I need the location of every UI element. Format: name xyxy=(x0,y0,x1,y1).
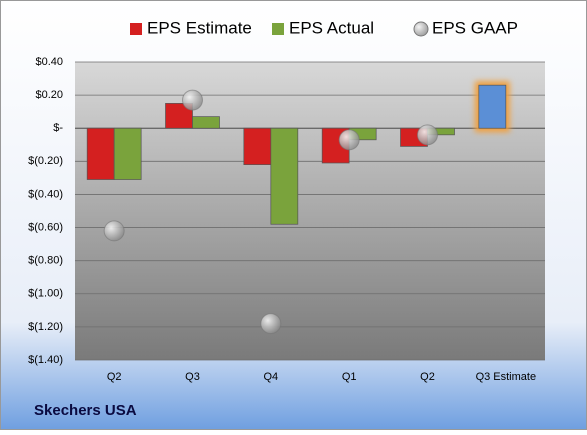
x-tick-label: Q4 xyxy=(263,371,278,383)
gaap-marker xyxy=(103,220,125,242)
legend: EPS Estimate EPS Actual EPS GAAP xyxy=(130,18,518,37)
y-tick-label: $(1.00) xyxy=(28,288,63,300)
bar xyxy=(243,127,272,165)
bar xyxy=(478,84,507,129)
y-tick-label: $(0.60) xyxy=(28,221,63,233)
x-tick-label: Q2 xyxy=(107,371,122,383)
bar xyxy=(192,116,220,129)
legend-marker xyxy=(413,21,429,37)
bar xyxy=(270,127,299,225)
legend-marker xyxy=(130,23,142,35)
gaap-marker xyxy=(182,89,203,111)
y-tick-label: $0.40 xyxy=(35,56,63,68)
bar xyxy=(86,127,115,180)
x-tick-label: Q2 xyxy=(420,371,435,383)
bar xyxy=(113,127,142,180)
gaap-marker xyxy=(417,124,438,146)
y-tick-label: $(0.40) xyxy=(28,188,63,200)
x-tick-label: Q1 xyxy=(342,371,357,383)
chart-title: Skechers USA xyxy=(34,402,137,419)
y-tick-label: $(0.80) xyxy=(28,255,63,267)
y-tick-label: $(1.40) xyxy=(28,354,63,366)
y-tick-label: $- xyxy=(53,122,63,134)
gaap-marker xyxy=(338,129,360,151)
legend-label: EPS Estimate xyxy=(147,18,252,37)
y-tick-label: $0.20 xyxy=(35,89,63,101)
legend-marker xyxy=(272,23,284,35)
legend-label: EPS GAAP xyxy=(432,18,518,37)
y-tick-label: $(1.20) xyxy=(28,321,63,333)
legend-label: EPS Actual xyxy=(289,18,374,37)
x-tick-label: Q3 xyxy=(185,371,200,383)
plot-area xyxy=(75,62,545,360)
x-tick-label: Q3 Estimate xyxy=(476,371,537,383)
y-tick-label: $(0.20) xyxy=(28,155,63,167)
gaap-marker xyxy=(260,313,282,335)
